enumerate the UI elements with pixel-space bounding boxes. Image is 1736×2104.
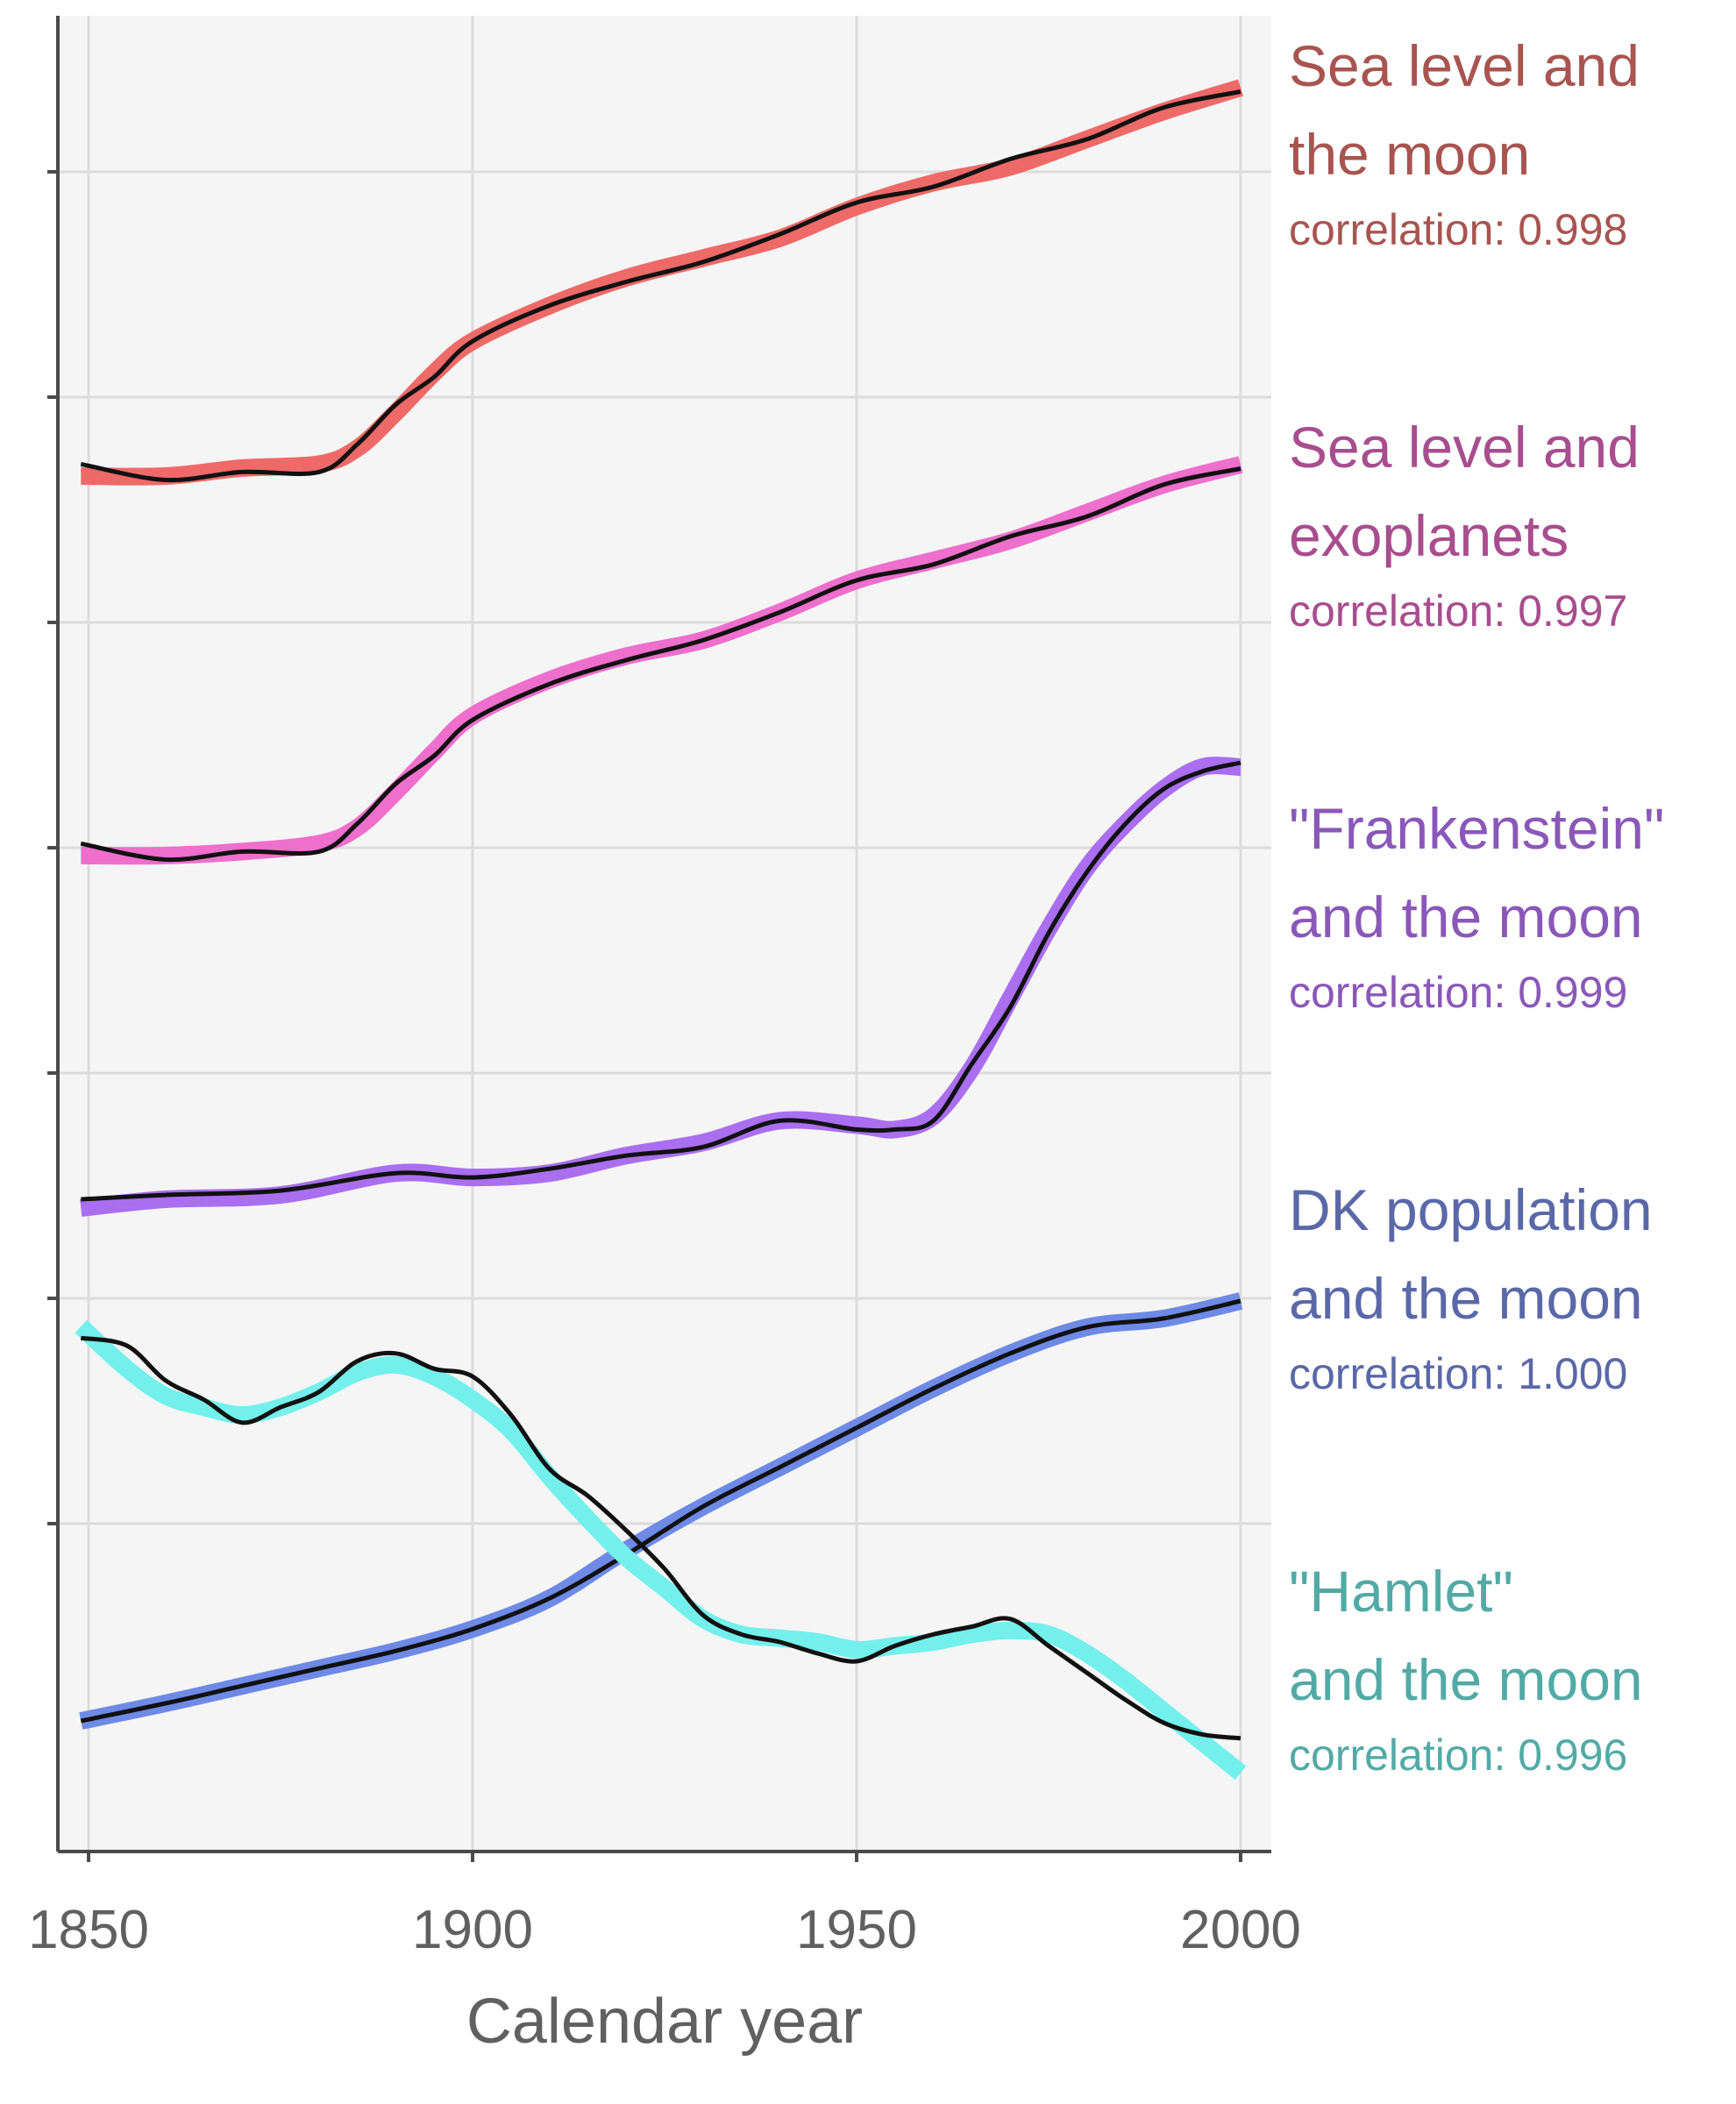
series-label-title-line: Sea level and [1289, 415, 1640, 480]
series-label-title-line: and the moon [1289, 885, 1643, 949]
series-label-title-line: DK population [1289, 1177, 1653, 1242]
series-label-2: Sea level and exoplanets correlation: 0.99… [1289, 403, 1727, 642]
series-label-title-line: the moon [1289, 122, 1531, 187]
series-label-1: Sea level and the moon correlation: 0.998 [1289, 22, 1727, 260]
x-axis-title: Calendar year [466, 1987, 863, 2057]
series-label-3: "Frankenstein" and the moon correlation: 0… [1289, 785, 1727, 1023]
series-label-title-line: "Hamlet" [1289, 1559, 1513, 1624]
series-correlation: correlation: 0.999 [1289, 968, 1628, 1017]
series-correlation: correlation: 0.997 [1289, 586, 1628, 636]
series-group [75, 79, 1247, 1781]
series-correlation: correlation: 0.998 [1289, 205, 1628, 254]
x-tick-label: 1950 [796, 1900, 917, 1960]
series-line-1 [80, 89, 1242, 483]
series-correlation: correlation: 1.000 [1289, 1349, 1628, 1398]
series-label-title-line: and the moon [1289, 1647, 1643, 1712]
series-label-title-line: Sea level and [1289, 33, 1640, 98]
x-tick-label: 1900 [412, 1900, 533, 1960]
x-tick-label: 1850 [28, 1900, 149, 1960]
series-band-2 [81, 456, 1243, 865]
axis-ticks: 1850 1900 1950 2000 [28, 170, 1301, 1960]
series-band-1 [81, 79, 1243, 486]
series-line-3 [81, 760, 1242, 1202]
series-label-4: DK population and the moon correlation: 1.… [1289, 1166, 1727, 1404]
series-label-title-line: "Frankenstein" [1289, 796, 1665, 861]
series-correlation: correlation: 0.996 [1289, 1731, 1628, 1780]
series-label-title-line: exoplanets [1289, 503, 1569, 568]
series-label-5: "Hamlet" and the moon correlation: 0.996 [1289, 1547, 1727, 1786]
x-tick-label: 2000 [1180, 1900, 1301, 1960]
series-line-4 [80, 1298, 1242, 1724]
series-label-title-line: and the moon [1289, 1266, 1643, 1331]
plot-background [58, 16, 1271, 1852]
series-line-5 [80, 1335, 1242, 1741]
series-line-2 [80, 466, 1242, 863]
grid-lines [58, 16, 1271, 1852]
